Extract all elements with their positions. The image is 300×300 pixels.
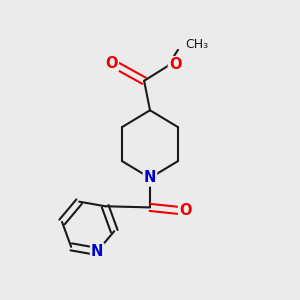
Text: O: O [179, 203, 192, 218]
Text: N: N [144, 170, 156, 185]
Text: CH₃: CH₃ [185, 38, 208, 50]
Text: N: N [91, 244, 103, 259]
Text: O: O [106, 56, 118, 70]
Text: O: O [169, 57, 181, 72]
